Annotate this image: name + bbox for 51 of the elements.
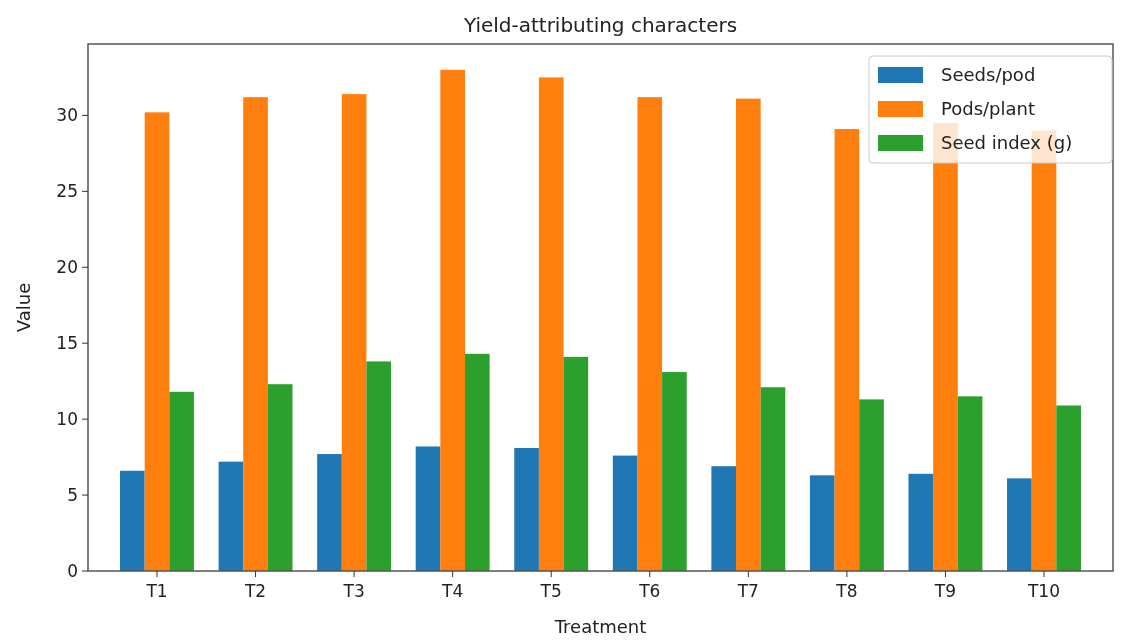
bar	[809, 475, 835, 571]
legend-label: Pods/plant	[941, 98, 1036, 120]
bar	[662, 372, 687, 571]
bar	[1007, 478, 1032, 571]
y-tick-label: 20	[56, 257, 78, 278]
bar	[440, 69, 465, 571]
x-tick-label: T9	[933, 581, 957, 601]
x-tick-label: T3	[342, 581, 365, 601]
bar	[760, 387, 786, 571]
x-tick-label: T7	[736, 581, 759, 601]
x-tick-label: T8	[835, 581, 858, 601]
bar	[243, 97, 268, 571]
y-tick-label: 5	[67, 485, 78, 506]
bar	[834, 129, 860, 571]
y-tick-label: 10	[56, 409, 78, 430]
x-tick-label: T1	[145, 581, 168, 601]
bar	[415, 446, 441, 571]
y-tick-label: 30	[56, 105, 78, 126]
bar	[317, 454, 342, 571]
x-tick-label: T10	[1026, 581, 1061, 601]
bar	[908, 473, 934, 571]
bar	[169, 391, 194, 571]
x-axis-title: Treatment	[553, 616, 647, 637]
bar	[341, 94, 367, 571]
bar	[1056, 405, 1081, 571]
x-tick-label: T6	[638, 581, 661, 601]
bar	[514, 447, 539, 571]
x-tick-label: T2	[243, 581, 267, 601]
legend-label: Seed index (g)	[941, 132, 1073, 154]
x-tick-label: T5	[539, 581, 562, 601]
bar	[736, 98, 761, 571]
bar	[538, 77, 564, 571]
bar	[267, 384, 293, 571]
y-axis-title: Value	[13, 282, 34, 333]
bar	[612, 455, 638, 571]
legend-label: Seeds/pod	[941, 64, 1036, 86]
bar	[366, 361, 392, 571]
bar	[464, 353, 490, 571]
chart-title: Yield-attributing characters	[462, 13, 738, 37]
y-tick-label: 15	[56, 333, 78, 354]
bar	[563, 356, 589, 571]
bar	[859, 399, 884, 571]
bar	[711, 466, 737, 571]
x-tick-label: T4	[441, 581, 464, 601]
bar	[637, 97, 663, 571]
bar	[144, 112, 170, 571]
y-tick-label: 0	[67, 560, 78, 581]
bar	[120, 470, 145, 571]
y-tick-label: 25	[56, 181, 78, 202]
bar	[957, 396, 983, 571]
bar	[218, 461, 244, 571]
